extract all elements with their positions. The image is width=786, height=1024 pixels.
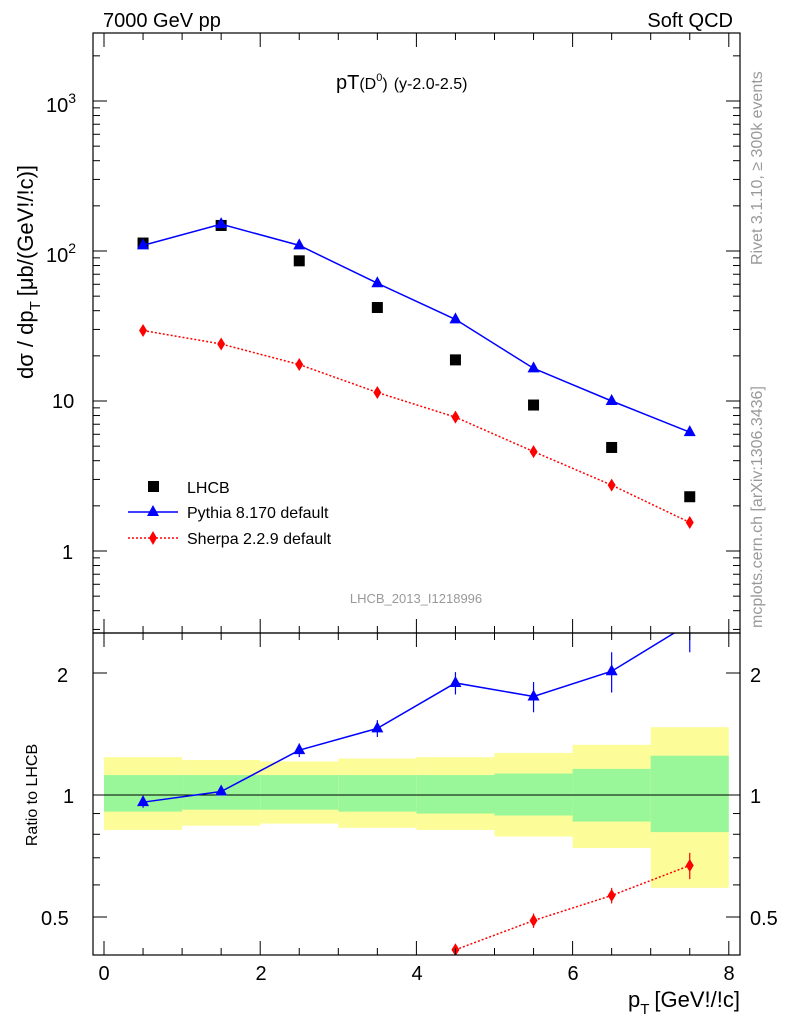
inner-band-bin — [260, 775, 339, 810]
reference-label: LHCB_2013_I1218996 — [350, 591, 482, 606]
y-tick-label-1: 1 — [62, 542, 73, 564]
y-tick-label-1000: 103 — [46, 90, 76, 117]
legend-label-pythia: Pythia 8.170 default — [187, 505, 329, 522]
lhcb-data-point — [684, 491, 696, 503]
sherpa-data-point — [373, 385, 382, 399]
pythia-data-point — [683, 425, 696, 437]
pythia-ratio-point — [605, 664, 618, 676]
pythia-ratio-point — [449, 675, 462, 687]
legend-label-sherpa: Sherpa 2.2.9 default — [187, 531, 332, 548]
inner-band-bin — [650, 755, 729, 833]
sherpa-series-line — [142, 329, 691, 524]
ratio-y-tick-label-2: 2 — [57, 665, 68, 687]
ratio-y-axis-label: Ratio to LHCB — [24, 744, 41, 846]
axis-ticks — [93, 33, 740, 955]
y-tick-label-100: 102 — [46, 240, 76, 267]
pythia-ratio-point — [371, 721, 384, 733]
legend-label-lhcb: LHCB — [187, 480, 230, 497]
plot-title: pT(D0) (y-2.0-2.5) — [336, 72, 467, 94]
x-tick-label-6: 6 — [567, 963, 578, 985]
pythia-series-line — [142, 223, 691, 433]
x-tick-label-2: 2 — [255, 963, 266, 985]
pythia-ratio-line — [142, 633, 676, 803]
header-left-label: 7000 GeV pp — [103, 10, 221, 32]
pythia-ratio-point — [215, 784, 228, 796]
header-right-label: Soft QCD — [647, 10, 733, 32]
lhcb-data-point — [606, 441, 618, 453]
lhcb-data-point — [528, 399, 540, 411]
ratio-y-tick-label-0.5: 0.5 — [41, 908, 69, 930]
sherpa-ratio-line — [455, 864, 691, 951]
pythia-ratio-point — [137, 795, 150, 807]
x-tick-label-4: 4 — [411, 963, 422, 985]
pythia-ratio-point — [527, 689, 540, 701]
sherpa-ratio-point — [685, 858, 694, 872]
pythia-data-point — [605, 394, 618, 405]
ratio-uncertainty-bands — [104, 727, 729, 888]
pythia-data-point — [449, 312, 462, 324]
legend: LHCB Pythia 8.170 default Sherpa 2.2.9 d… — [128, 480, 332, 548]
pythia-data-point — [293, 238, 306, 250]
legend-marker-pythia — [147, 505, 159, 516]
inner-band-bin — [338, 775, 417, 812]
lhcb-data-point — [371, 302, 383, 314]
pythia-data-point — [371, 276, 384, 288]
y-axis-label: dσ / dpT[μb/(GeV!/!c)] — [13, 165, 44, 379]
ratio-y-tick-label-1: 1 — [63, 786, 74, 808]
lhcb-data-point — [449, 354, 461, 366]
ratio-y-tick-label-2-right: 2 — [750, 665, 761, 687]
sherpa-data-point — [139, 324, 148, 338]
inner-band-bin — [416, 775, 495, 814]
sherpa-data-point — [217, 337, 226, 351]
sherpa-data-point — [295, 358, 304, 372]
x-axis-label: pT [GeV!/!c] — [628, 987, 740, 1018]
pythia-ratio-point — [293, 743, 306, 755]
ratio-y-tick-label-0.5-right: 0.5 — [750, 908, 778, 930]
pythia-data-point — [215, 217, 228, 229]
x-tick-label-8: 8 — [723, 963, 734, 985]
lhcb-data-point — [293, 255, 305, 267]
pythia-data-point — [527, 361, 540, 373]
rivet-version-label: Rivet 3.1.10, ≥ 300k events — [749, 71, 766, 265]
sherpa-data-point — [529, 445, 538, 459]
mcplots-label: mcplots.cern.ch [arXiv:1306.3436] — [749, 386, 766, 628]
legend-marker-lhcb — [148, 481, 159, 492]
main-panel-series — [137, 217, 696, 529]
x-tick-label-0: 0 — [98, 963, 109, 985]
sherpa-data-point — [685, 515, 694, 529]
legend-marker-sherpa — [149, 531, 157, 545]
ratio-y-tick-label-1-right: 1 — [750, 786, 761, 808]
sherpa-ratio-point — [607, 888, 616, 902]
pythia-data-point — [137, 238, 150, 250]
sherpa-data-point — [451, 410, 460, 424]
inner-band-bin — [494, 773, 573, 816]
sherpa-data-point — [607, 478, 616, 492]
pythia-ratio-point — [684, 616, 696, 627]
y-tick-label-10: 10 — [52, 391, 74, 413]
sherpa-ratio-point — [529, 914, 538, 928]
